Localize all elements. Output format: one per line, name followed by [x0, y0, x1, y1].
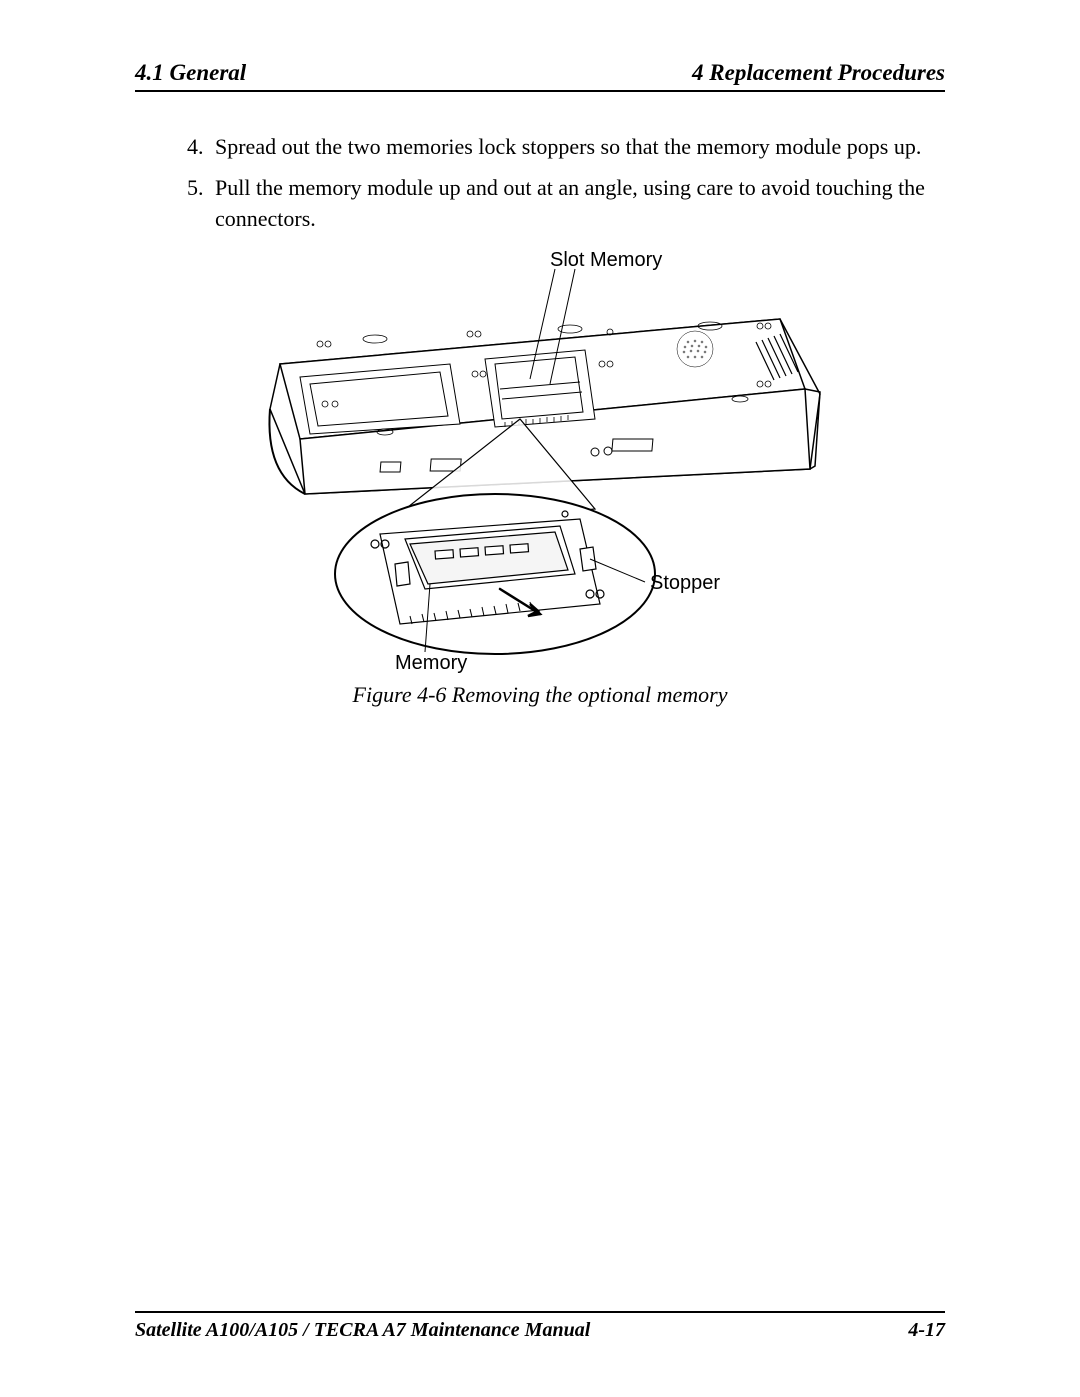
slot-memory-label: Slot Memory — [550, 249, 662, 271]
figure-caption: Figure 4-6 Removing the optional memory — [135, 682, 945, 708]
list-number: 4. — [187, 132, 215, 163]
instruction-list: 4. Spread out the two memories lock stop… — [135, 132, 945, 234]
list-text: Pull the memory module up and out at an … — [215, 173, 945, 235]
stopper-label: Stopper — [650, 572, 720, 594]
memory-removal-diagram: Slot Memory Stopper Memory — [250, 244, 830, 674]
footer-manual-title: Satellite A100/A105 / TECRA A7 Maintenan… — [135, 1319, 590, 1342]
list-item: 4. Spread out the two memories lock stop… — [187, 132, 945, 163]
figure-container: Slot Memory Stopper Memory Figure 4-6 Re… — [135, 244, 945, 708]
page-footer: Satellite A100/A105 / TECRA A7 Maintenan… — [135, 1311, 945, 1342]
list-text: Spread out the two memories lock stopper… — [215, 132, 945, 163]
footer-page-number: 4-17 — [908, 1319, 945, 1342]
header-section: 4.1 General — [135, 60, 246, 86]
page-header: 4.1 General 4 Replacement Procedures — [135, 60, 945, 92]
list-item: 5. Pull the memory module up and out at … — [187, 173, 945, 235]
list-number: 5. — [187, 173, 215, 235]
memory-label: Memory — [395, 652, 467, 674]
header-chapter: 4 Replacement Procedures — [692, 60, 945, 86]
page-container: 4.1 General 4 Replacement Procedures 4. … — [0, 0, 1080, 1397]
